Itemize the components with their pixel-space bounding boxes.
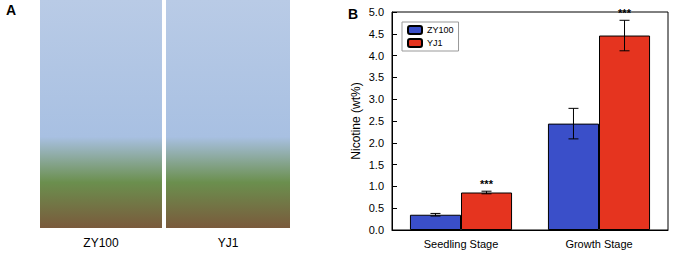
svg-text:0.0: 0.0 (369, 224, 384, 236)
svg-text:***: *** (618, 7, 632, 19)
svg-text:Nicotine (wt%): Nicotine (wt%) (349, 82, 363, 159)
svg-text:***: *** (480, 178, 494, 190)
svg-text:1.0: 1.0 (369, 180, 384, 192)
svg-text:2.0: 2.0 (369, 137, 384, 149)
svg-text:4.5: 4.5 (369, 28, 384, 40)
svg-text:3.5: 3.5 (369, 71, 384, 83)
svg-text:Growth Stage: Growth Stage (565, 238, 632, 250)
svg-text:1.5: 1.5 (369, 159, 384, 171)
svg-text:4.0: 4.0 (369, 50, 384, 62)
svg-text:ZY100: ZY100 (427, 25, 454, 35)
svg-text:5.0: 5.0 (369, 6, 384, 18)
html-text:YJ1: YJ1 (217, 236, 239, 250)
svg-text:Seedling Stage: Seedling Stage (424, 238, 499, 250)
svg-text:YJ1: YJ1 (427, 38, 443, 48)
svg-text:3.0: 3.0 (369, 93, 384, 105)
svg-text:B: B (348, 6, 358, 22)
svg-text:0.5: 0.5 (369, 202, 384, 214)
html-text:ZY100: ZY100 (83, 236, 119, 250)
html-text:A: A (6, 2, 17, 18)
svg-text:2.5: 2.5 (369, 115, 384, 127)
